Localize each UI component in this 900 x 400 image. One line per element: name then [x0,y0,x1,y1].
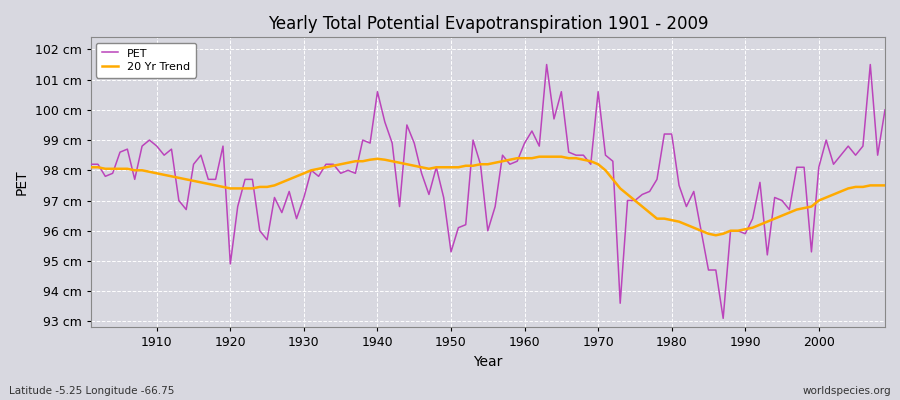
Text: Latitude -5.25 Longitude -66.75: Latitude -5.25 Longitude -66.75 [9,386,175,396]
Text: worldspecies.org: worldspecies.org [803,386,891,396]
PET [350,171,361,176]
PET [879,108,890,112]
PET [718,316,729,321]
Legend: PET, 20 Yr Trend: PET, 20 Yr Trend [96,43,196,78]
PET [86,162,96,167]
Line: PET: PET [91,64,885,318]
20 Yr Trend [306,168,317,173]
PET [512,159,523,164]
20 Yr Trend [534,154,544,159]
PET [306,168,317,173]
PET [519,141,530,146]
20 Yr Trend [519,156,530,161]
20 Yr Trend [879,183,890,188]
20 Yr Trend [144,169,155,174]
20 Yr Trend [86,165,96,170]
Title: Yearly Total Potential Evapotranspiration 1901 - 2009: Yearly Total Potential Evapotranspiratio… [267,15,708,33]
PET [541,62,552,67]
20 Yr Trend [710,233,721,238]
20 Yr Trend [615,186,626,191]
PET [615,301,626,306]
Y-axis label: PET: PET [15,170,29,195]
X-axis label: Year: Year [473,355,502,369]
20 Yr Trend [350,159,361,164]
20 Yr Trend [512,156,523,161]
Line: 20 Yr Trend: 20 Yr Trend [91,157,885,235]
PET [144,138,155,142]
